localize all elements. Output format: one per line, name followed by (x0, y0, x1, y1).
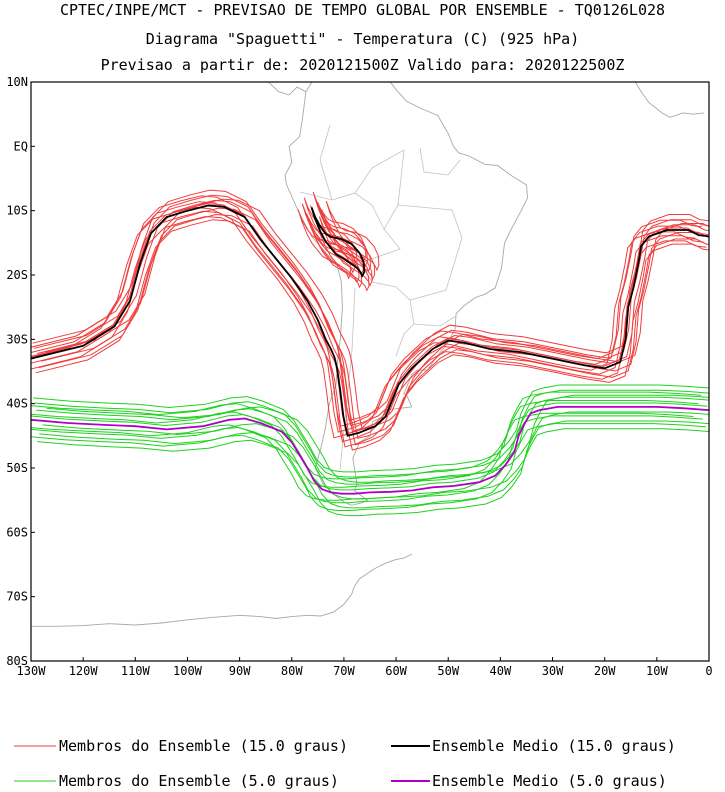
plot-frame (30, 81, 710, 662)
chart-title-line-2: Diagrama "Spaguetti" - Temperatura (C) (… (146, 30, 579, 48)
y-tick-label: 70S (6, 590, 28, 604)
coastline-west-africa (634, 82, 704, 118)
member-15-line-7 (45, 198, 709, 431)
y-tick-label: 10S (6, 204, 28, 218)
y-tick-label: 30S (6, 332, 28, 346)
member-15-line-0 (31, 204, 709, 437)
member-15-line-13 (31, 203, 709, 435)
y-tick-label: EQ (14, 139, 28, 153)
member-15-line-5 (314, 197, 368, 268)
coastline-central-america (267, 82, 307, 96)
x-tick-label: 130W (17, 664, 47, 678)
ensemble-means-layer (31, 204, 709, 495)
country-border (319, 124, 333, 201)
x-tick-label: 110W (121, 664, 151, 678)
legend-label-members-15: Membros do Ensemble (15.0 graus) (59, 737, 348, 755)
member-5-line-10 (31, 391, 702, 480)
y-tick-label: 40S (6, 397, 28, 411)
member-15-line-8 (297, 209, 352, 280)
member-5-line-7 (46, 394, 709, 483)
y-tick-label: 50S (6, 461, 28, 475)
x-tick-label: 100W (173, 664, 203, 678)
legend-label-mean-15: Ensemble Medio (15.0 graus) (432, 737, 676, 755)
x-tick-label: 80W (281, 664, 303, 678)
x-tick-label: 60W (385, 664, 407, 678)
x-tick-label: 10W (646, 664, 668, 678)
country-border (413, 315, 457, 327)
country-border (299, 149, 405, 201)
y-tick-label: 60S (6, 525, 28, 539)
coastline-antarctic-peninsula (31, 553, 412, 627)
member-15-line-4 (31, 201, 700, 433)
mean-series-line-2 (31, 406, 709, 495)
member-15-line-10 (31, 195, 702, 427)
member-5-line-9 (39, 420, 709, 509)
map-outline-layer (31, 82, 704, 627)
y-tick-label: 80S (6, 654, 28, 668)
chart-title-line-3: Previsao a partir de: 2020121500Z Valido… (101, 56, 625, 74)
legend-label-mean-5: Ensemble Medio (5.0 graus) (432, 772, 667, 790)
y-tick-label: 20S (6, 268, 28, 282)
member-5-line-12 (37, 428, 709, 517)
country-border (395, 299, 415, 357)
member-5-line-4 (31, 400, 699, 488)
x-tick-label: 90W (229, 664, 251, 678)
x-tick-label: 70W (333, 664, 355, 678)
x-tick-label: 50W (437, 664, 459, 678)
member-5-line-13 (31, 402, 708, 491)
ensemble-members-layer (31, 189, 709, 517)
member-5-line-8 (31, 412, 694, 501)
member-5-line-5 (34, 389, 709, 478)
x-tick-label: 30W (542, 664, 564, 678)
member-5-line-11 (33, 384, 709, 473)
member-5-line-6 (31, 423, 706, 511)
member-15-line-9 (38, 213, 709, 446)
y-tick-label: 10N (6, 75, 28, 89)
x-tick-label: 20W (594, 664, 616, 678)
member-5-line-3 (42, 411, 709, 500)
member-15-line-7 (325, 200, 380, 272)
mean-series-line-0 (31, 204, 709, 437)
coastline-south-america (284, 82, 528, 506)
member-15-line-8 (31, 206, 696, 439)
x-tick-label: 0 (705, 664, 712, 678)
country-border (359, 149, 405, 264)
x-tick-label: 120W (69, 664, 99, 678)
country-border (419, 147, 461, 176)
member-15-line-11 (32, 189, 709, 422)
legend: Membros do Ensemble (15.0 graus) Ensembl… (14, 737, 676, 790)
mean-series-line-1 (310, 207, 366, 278)
country-border (354, 192, 385, 230)
member-15-line-12 (35, 219, 709, 451)
country-border (397, 204, 463, 295)
chart-title-line-1: CPTEC/INPE/MCT - PREVISAO DE TEMPO GLOBA… (60, 1, 665, 19)
axes: 130W 120W 110W 100W 90W 80W 70W 60W 50W 40W 30W 20W… (6, 75, 712, 678)
member-15-line-2 (31, 210, 704, 443)
legend-label-members-5: Membros do Ensemble (5.0 graus) (59, 772, 339, 790)
x-tick-label: 40W (490, 664, 512, 678)
